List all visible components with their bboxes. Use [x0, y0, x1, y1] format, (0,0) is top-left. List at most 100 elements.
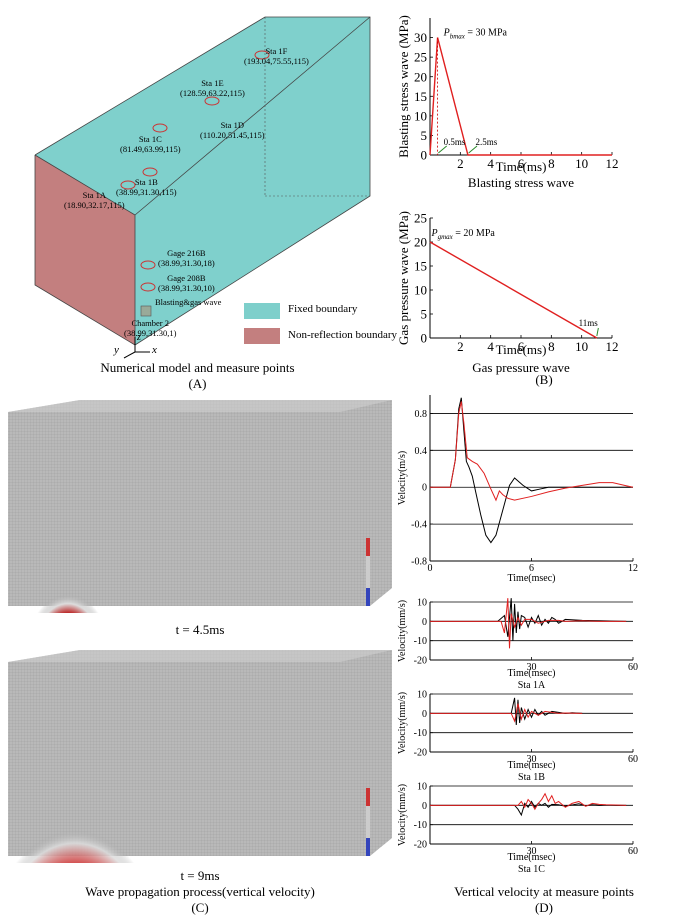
y-tick-label: 0.4 — [415, 446, 428, 457]
y-tick-label: -0.4 — [411, 520, 427, 531]
x-axis-title: Time(msec) — [508, 668, 556, 679]
station-1d: Sta 1D (110.20,51.45,115) — [200, 120, 265, 140]
station-1e: Sta 1E (128.59,63.22,115) — [180, 78, 245, 98]
x-tick-label: 6 — [518, 156, 525, 171]
x-tick-label: 10 — [575, 339, 588, 354]
station-1a: Sta 1A (18.90,32.17,115) — [64, 190, 125, 210]
sta1a-chart: 30 60 -20 -10 0 10 Time(msec) Velocity(mm/s) Sta… — [397, 598, 638, 691]
x-axis-title: Time(msec) — [508, 573, 556, 584]
chart-title: Gas pressure wave — [472, 360, 570, 375]
y-tick-label: 10 — [417, 598, 427, 609]
y-tick-label: 0 — [422, 801, 427, 812]
legend-label-fixed: Fixed boundary — [288, 303, 358, 315]
y-tick-label: 10 — [417, 690, 427, 701]
gage-216b: Gage 216B (38.99,31.30,18) — [158, 248, 215, 268]
front-face — [135, 17, 370, 345]
y-tick-label: -10 — [414, 820, 427, 831]
station-1f: Sta 1F (193.04,75.55,115) — [244, 46, 309, 66]
y-tick-label: 15 — [414, 259, 427, 274]
x-tick-label: 2 — [457, 339, 464, 354]
series-line-0 — [430, 697, 583, 725]
x-tick-label: 30 — [527, 754, 537, 765]
series-line-1 — [430, 598, 627, 649]
y-tick-label: 0 — [422, 483, 427, 494]
legend-swatch-nonreflect — [244, 328, 280, 344]
wave-snapshot-2 — [0, 650, 392, 863]
series-line-1 — [430, 703, 583, 723]
y-tick-label: 5 — [421, 128, 428, 143]
x-tick-label: 6 — [529, 563, 534, 574]
x-tick-label: 4 — [487, 156, 494, 171]
caption-b: (B) — [535, 372, 553, 387]
x-tick-label: 12 — [606, 339, 619, 354]
y-tick-label: 25 — [414, 211, 427, 226]
x-tick-label: 2 — [457, 156, 464, 171]
caption-c: Wave propagation process(vertical veloci… — [85, 884, 315, 915]
y-tick-label: -10 — [414, 728, 427, 739]
gage-208b: Gage 208B (38.99,31.30,10) — [158, 273, 215, 293]
y-axis-title: Gas pressure wave (MPa) — [396, 211, 411, 345]
x-tick-label: 8 — [548, 339, 555, 354]
chamber-2: Chamber 2 (38.99,31.30,1) — [124, 318, 177, 338]
series-line-0 — [429, 241, 598, 339]
y-tick-label: -10 — [414, 636, 427, 647]
legend-label-nonreflect: Non-reflection boundary — [288, 329, 398, 341]
y-tick-label: -20 — [414, 656, 427, 667]
series-line-1 — [430, 401, 634, 502]
y-tick-label: 0.8 — [415, 409, 428, 420]
left-face — [35, 155, 135, 345]
axis-y-label: y — [114, 344, 119, 356]
legend-swatch-fixed — [244, 303, 280, 319]
y-tick-label: 20 — [414, 235, 427, 250]
y-axis-title: Blasting stress wave (MPa) — [396, 15, 411, 158]
x-tick-label: 30 — [527, 846, 537, 857]
t2-arrow — [468, 145, 478, 154]
station-1c: Sta 1C (81.49,63.99,115) — [120, 134, 181, 154]
y-axis-title: Velocity(mm/s) — [397, 692, 408, 754]
y-tick-label: 20 — [414, 69, 427, 84]
y-axis-title: Velocity(mm/s) — [397, 784, 408, 846]
t2-label: 2.5ms — [476, 137, 498, 147]
caption-a: Numerical model and measure points (A) — [100, 360, 295, 391]
y-tick-label: -20 — [414, 748, 427, 759]
series-line-0 — [430, 800, 627, 817]
t1-label: 0.5ms — [444, 137, 466, 147]
x-tick-label: 60 — [628, 846, 638, 857]
y-tick-label: 0 — [421, 148, 428, 163]
time-label-2: t = 9ms — [180, 868, 220, 883]
x-axis-title: Time(ms) — [496, 159, 547, 174]
y-tick-label: 0 — [421, 331, 428, 346]
y-tick-label: 15 — [414, 89, 427, 104]
y-tick-label: 25 — [414, 50, 427, 65]
chart-title: Sta 1B — [518, 772, 545, 782]
peak-label: Pgmax = 20 MPa — [431, 228, 496, 241]
x-axis-title: Time(msec) — [508, 760, 556, 771]
source-label: Blasting&gas wave — [155, 297, 222, 307]
x-tick-label: 12 — [606, 156, 619, 171]
y-tick-label: 10 — [414, 108, 427, 123]
x-tick-label: 10 — [575, 156, 588, 171]
x-tick-label: 4 — [487, 339, 494, 354]
x-tick-label: 12 — [628, 563, 638, 574]
tend-label: 11ms — [579, 318, 599, 328]
model-diagram — [34, 16, 371, 359]
y-axis-title: Velocity(mm/s) — [397, 600, 408, 662]
axis-x-label: x — [152, 344, 157, 356]
t1-arrow — [438, 145, 448, 154]
x-tick-label: 6 — [518, 339, 525, 354]
y-tick-label: 5 — [421, 307, 428, 322]
series-line-0 — [429, 37, 612, 156]
x-tick-label: 60 — [628, 662, 638, 673]
sta1b-chart: 30 60 -20 -10 0 10 Time(msec) Velocity(mm/s) Sta… — [397, 690, 638, 783]
top-face — [35, 17, 370, 215]
x-axis-title: Time(ms) — [496, 342, 547, 357]
y-tick-label: -0.8 — [411, 557, 427, 568]
x-tick-label: 8 — [548, 156, 555, 171]
series-line-1 — [430, 792, 627, 811]
x-tick-label: 0 — [428, 563, 433, 574]
y-tick-label: 30 — [414, 30, 427, 45]
y-tick-label: 0 — [422, 617, 427, 628]
series-line-0 — [430, 397, 633, 544]
y-tick-label: 10 — [417, 782, 427, 793]
series-line-0 — [430, 598, 627, 641]
